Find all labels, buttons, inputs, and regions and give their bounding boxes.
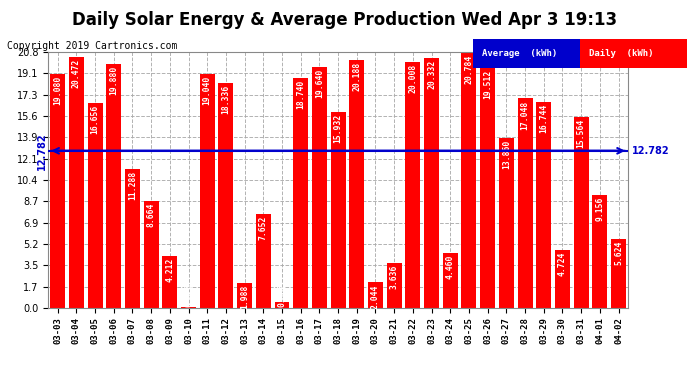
- Bar: [611, 238, 626, 308]
- Bar: [275, 302, 290, 307]
- Text: 9.156: 9.156: [595, 197, 604, 222]
- Bar: [312, 67, 327, 308]
- Text: Copyright 2019 Cartronics.com: Copyright 2019 Cartronics.com: [7, 41, 177, 51]
- Text: 20.008: 20.008: [408, 64, 417, 93]
- Bar: [162, 256, 177, 308]
- Bar: [199, 74, 215, 307]
- Bar: [125, 169, 140, 308]
- Bar: [219, 83, 233, 308]
- Text: 0.452: 0.452: [277, 282, 286, 307]
- Text: 16.656: 16.656: [90, 105, 99, 134]
- Text: 4.460: 4.460: [446, 255, 455, 279]
- Text: Average  (kWh): Average (kWh): [482, 49, 557, 58]
- Text: 18.740: 18.740: [296, 80, 305, 109]
- Text: 1.988: 1.988: [240, 285, 249, 309]
- Bar: [443, 253, 457, 308]
- Text: 19.640: 19.640: [315, 69, 324, 98]
- Text: 12.782: 12.782: [631, 146, 669, 156]
- Bar: [349, 60, 364, 308]
- Text: 2.044: 2.044: [371, 284, 380, 309]
- Text: 3.636: 3.636: [390, 265, 399, 289]
- Text: 20.472: 20.472: [72, 58, 81, 88]
- Text: 15.932: 15.932: [333, 114, 343, 143]
- Bar: [406, 62, 420, 308]
- Bar: [88, 103, 103, 308]
- Text: 5.624: 5.624: [614, 240, 623, 265]
- Text: 4.724: 4.724: [558, 251, 567, 276]
- Text: 15.564: 15.564: [577, 118, 586, 148]
- Text: 20.188: 20.188: [353, 62, 362, 91]
- Text: 19.080: 19.080: [53, 75, 62, 105]
- Bar: [386, 263, 402, 308]
- Bar: [573, 117, 589, 308]
- Bar: [256, 214, 270, 308]
- Bar: [106, 64, 121, 308]
- Text: 11.288: 11.288: [128, 171, 137, 200]
- Bar: [480, 68, 495, 308]
- Bar: [462, 53, 477, 307]
- Text: 17.048: 17.048: [520, 100, 529, 130]
- Bar: [555, 250, 570, 308]
- Text: 13.860: 13.860: [502, 140, 511, 169]
- Bar: [293, 78, 308, 308]
- Bar: [424, 58, 439, 308]
- Bar: [499, 138, 514, 308]
- Bar: [50, 74, 65, 308]
- Bar: [518, 99, 533, 308]
- Text: 4.212: 4.212: [166, 258, 175, 282]
- Bar: [144, 201, 159, 308]
- Text: 8.664: 8.664: [147, 203, 156, 228]
- Text: 19.880: 19.880: [109, 66, 118, 95]
- Text: 0.020: 0.020: [184, 282, 193, 307]
- Text: 7.652: 7.652: [259, 216, 268, 240]
- Text: 19.512: 19.512: [483, 70, 492, 99]
- Text: 18.336: 18.336: [221, 84, 230, 114]
- Text: 19.040: 19.040: [203, 76, 212, 105]
- Bar: [593, 195, 607, 308]
- Bar: [237, 283, 252, 308]
- Text: Daily  (kWh): Daily (kWh): [589, 49, 653, 58]
- Text: Daily Solar Energy & Average Production Wed Apr 3 19:13: Daily Solar Energy & Average Production …: [72, 11, 618, 29]
- Text: 20.332: 20.332: [427, 60, 436, 89]
- Text: 20.784: 20.784: [464, 54, 473, 84]
- Bar: [69, 57, 83, 308]
- Bar: [368, 282, 383, 308]
- Bar: [331, 112, 346, 308]
- Bar: [536, 102, 551, 308]
- Text: 12.782: 12.782: [37, 132, 48, 170]
- Text: 16.744: 16.744: [540, 104, 549, 134]
